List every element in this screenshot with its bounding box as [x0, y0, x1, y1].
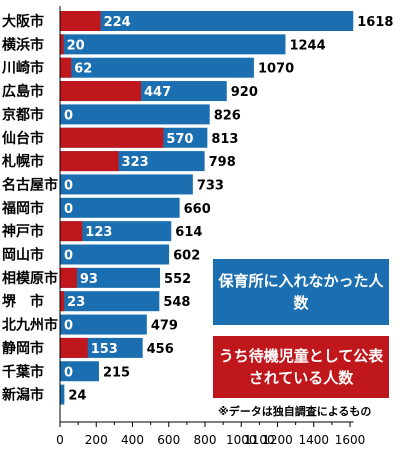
bar-official	[60, 127, 164, 148]
data-note: ※データは独自調査によるもの	[218, 405, 372, 418]
bar-official-value: 153	[91, 342, 118, 357]
legend-total: 保育所に入れなかった人数	[213, 259, 389, 325]
category-label: 川崎市	[1, 60, 44, 77]
bar-total-value: 602	[173, 249, 200, 264]
bar-total	[60, 174, 193, 195]
bar-total	[60, 267, 161, 288]
legend-total-label: 保育所に入れなかった人数	[218, 272, 384, 312]
bar-official-value: 0	[64, 249, 73, 264]
bar-total-value: 733	[197, 178, 224, 193]
bar-official-value: 0	[64, 202, 73, 217]
bar-total	[60, 57, 254, 78]
bar-official-value: 123	[85, 225, 112, 240]
category-label: 広島市	[2, 83, 44, 100]
bar-official	[60, 81, 142, 102]
bar-official-value: 23	[67, 295, 85, 310]
bar-total-value: 826	[214, 108, 241, 123]
bar-total	[60, 361, 99, 382]
bar-official-value: 323	[122, 155, 149, 170]
category-label: 静岡市	[2, 340, 44, 357]
category-label: 堺 市	[2, 293, 44, 310]
x-tick-label: 200	[85, 433, 108, 447]
bar-official	[60, 291, 65, 312]
bar-total-value: 1070	[258, 62, 294, 77]
bar-total-value: 215	[103, 365, 130, 380]
bar-official-value: 0	[64, 365, 73, 380]
bar-official-value: 0	[64, 178, 73, 193]
bar-total-value: 614	[175, 225, 202, 240]
bar-official-value: 20	[67, 38, 85, 53]
bar-total	[60, 244, 170, 265]
bar-total-value: 1244	[289, 38, 325, 53]
bar-official-value: 570	[166, 132, 193, 147]
x-tick-label: 800	[194, 433, 217, 447]
x-tick-label: 1000	[226, 433, 257, 447]
category-label: 相模原市	[2, 270, 58, 287]
bar-total	[60, 11, 354, 31]
category-label: 大阪市	[2, 13, 44, 30]
bar-total-value: 660	[184, 202, 211, 217]
x-tick-label: 1200	[262, 433, 293, 447]
category-label: 神戸市	[2, 223, 44, 240]
bar-official	[60, 11, 101, 31]
bar-official	[60, 221, 83, 242]
bar-total	[60, 221, 172, 242]
bar-official-value: 0	[64, 319, 73, 334]
bar-total-value: 920	[231, 85, 258, 100]
x-tick-label: 400	[121, 433, 144, 447]
bar-official-value: 0	[64, 108, 73, 123]
x-tick-label: 1600	[335, 433, 366, 447]
bar-official	[60, 151, 119, 172]
bar-total-value: 456	[147, 342, 174, 357]
category-label: 仙台市	[2, 130, 44, 147]
bar-total	[60, 384, 65, 405]
x-tick-label: 600	[157, 433, 180, 447]
legend-official: うち待機児童として公表されている人数	[213, 336, 389, 398]
x-tick-label: 1100	[244, 433, 275, 447]
category-label: 札幌市	[1, 153, 44, 170]
bar-total-value: 813	[211, 132, 238, 147]
bar-total-value: 798	[209, 155, 236, 170]
category-label: 名古屋市	[2, 176, 58, 193]
legend-official-label: うち待機児童として公表されている人数	[218, 347, 384, 387]
bar-official	[60, 34, 64, 55]
bar-official-value: 62	[74, 62, 92, 77]
bar-official-value: 93	[80, 272, 98, 287]
bar-official-value: 224	[104, 15, 131, 30]
category-label: 千葉市	[2, 363, 44, 380]
bar-official	[60, 57, 72, 78]
bar-official	[60, 267, 77, 288]
x-tick-label: 1400	[298, 433, 329, 447]
bar-total	[60, 291, 160, 312]
bar-official	[60, 337, 88, 358]
bar-total	[60, 314, 147, 335]
category-label: 岡山市	[2, 247, 44, 264]
bar-total-value: 552	[164, 272, 191, 287]
bar-total-value: 24	[68, 389, 86, 404]
bar-total-value: 548	[163, 295, 190, 310]
bar-total	[60, 34, 286, 55]
category-label: 横浜市	[2, 36, 44, 53]
category-label: 京都市	[2, 106, 44, 123]
category-label: 福岡市	[1, 200, 44, 217]
x-tick-label: 0	[56, 433, 64, 447]
bar-total	[60, 104, 210, 125]
bar-official-value: 447	[144, 85, 171, 100]
bar-total-value: 1618	[357, 15, 393, 30]
bar-total-value: 479	[151, 319, 178, 334]
bar-total	[60, 197, 180, 218]
category-label: 新潟市	[2, 387, 44, 404]
category-label: 北九州市	[2, 317, 58, 334]
